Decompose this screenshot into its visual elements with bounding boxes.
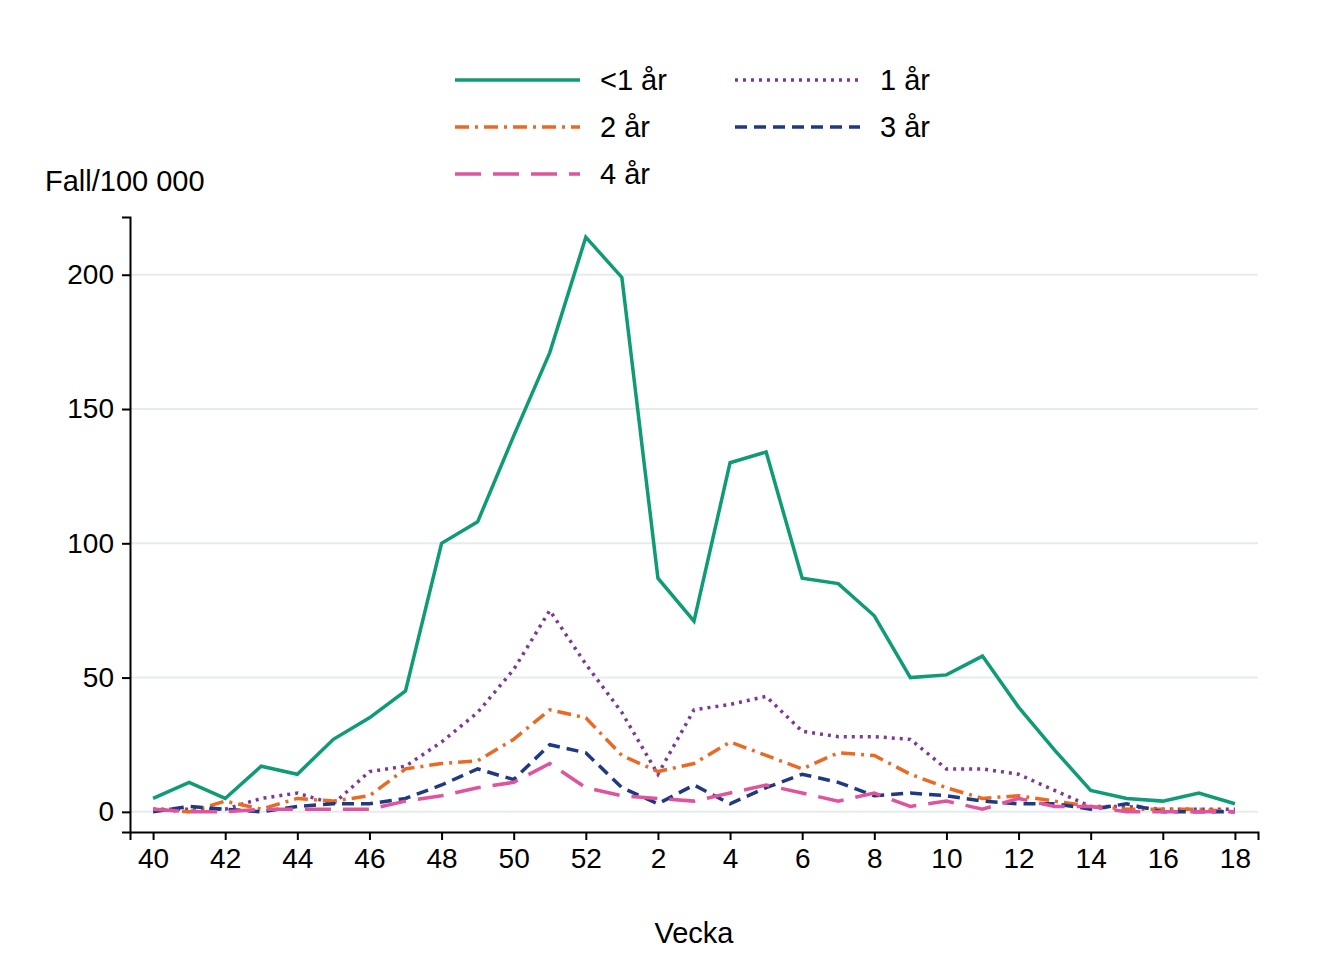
y-tick-mark: [122, 811, 130, 813]
legend-label: 1 år: [880, 64, 930, 96]
x-tick-label: 2: [651, 843, 667, 874]
grid-line: [130, 811, 1258, 813]
y-tick-mark: [122, 677, 130, 679]
x-tick-mark: [1162, 832, 1164, 840]
x-axis: 4042444648505224681012141618: [131, 832, 1259, 874]
x-tick: 4: [723, 832, 739, 874]
legend-label: 3 år: [880, 111, 930, 143]
x-tick-mark: [802, 832, 804, 840]
x-tick-mark: [513, 832, 515, 840]
x-tick: 46: [354, 832, 385, 874]
y-tick: 0: [98, 796, 130, 827]
x-tick: 10: [931, 832, 962, 874]
x-tick: 40: [138, 832, 169, 874]
y-tick-label: 50: [83, 662, 114, 693]
x-tick-mark: [153, 832, 155, 840]
legend-swatch: [735, 125, 860, 129]
x-tick-label: 16: [1148, 843, 1179, 874]
y-tick-label: 100: [67, 528, 114, 559]
y-tick-label: 0: [98, 796, 114, 827]
x-tick-mark: [874, 832, 876, 840]
series-line: [153, 764, 1235, 812]
y-tick-mark: [122, 409, 130, 411]
series-line: [153, 745, 1235, 812]
x-tick-label: 52: [571, 843, 602, 874]
x-tick-mark: [946, 832, 948, 840]
x-tick-label: 46: [354, 843, 385, 874]
y-tick-mark: [122, 274, 130, 276]
x-tick: 18: [1220, 832, 1251, 874]
y-tick-mark: [122, 543, 130, 545]
x-tick-label: 8: [867, 843, 883, 874]
y-tick: 50: [83, 662, 130, 693]
y-tick-label: 200: [67, 259, 114, 290]
series-line: [153, 610, 1235, 809]
x-tick: 8: [867, 832, 883, 874]
chart: 0501001502004042444648505224681012141618…: [0, 0, 1342, 976]
x-tick-mark: [1090, 832, 1092, 840]
x-tick-mark: [297, 832, 299, 840]
x-tick-label: 40: [138, 843, 169, 874]
legend-label: <1 år: [600, 64, 667, 96]
x-tick: 42: [210, 832, 241, 874]
x-tick: 48: [426, 832, 457, 874]
y-axis-title: Fall/100 000: [45, 165, 205, 197]
grid-line: [130, 677, 1258, 679]
legend-swatch: [455, 125, 580, 129]
x-tick-mark: [657, 832, 659, 840]
series-line: [153, 237, 1235, 804]
x-tick: 44: [282, 832, 313, 874]
x-tick-label: 18: [1220, 843, 1251, 874]
x-tick: 2: [651, 832, 667, 874]
y-axis-line: [122, 218, 131, 833]
x-tick: 52: [571, 832, 602, 874]
y-axis: 0 50 100 150 200: [67, 218, 130, 833]
x-tick: 12: [1003, 832, 1034, 874]
grid: [130, 275, 1258, 812]
x-axis-line: [131, 833, 1259, 841]
x-tick-label: 10: [931, 843, 962, 874]
grid-line: [130, 408, 1258, 410]
series-line: [153, 710, 1235, 812]
x-tick-mark: [585, 832, 587, 840]
legend-label: 2 år: [600, 111, 650, 143]
x-tick-mark: [1018, 832, 1020, 840]
x-tick: 16: [1148, 832, 1179, 874]
x-tick-label: 12: [1003, 843, 1034, 874]
x-tick: 50: [499, 832, 530, 874]
x-tick-label: 42: [210, 843, 241, 874]
x-tick: 6: [795, 832, 811, 874]
x-tick-mark: [225, 832, 227, 840]
legend-swatch: [455, 78, 580, 82]
x-tick: 14: [1076, 832, 1107, 874]
y-tick: 200: [67, 259, 130, 290]
x-tick-label: 50: [499, 843, 530, 874]
grid-line: [130, 274, 1258, 276]
legend: <1 år 1 år 2 år 3 år 4 år: [455, 64, 930, 190]
x-tick-mark: [441, 832, 443, 840]
x-tick-label: 4: [723, 843, 739, 874]
x-tick-label: 6: [795, 843, 811, 874]
legend-swatch: [735, 78, 860, 82]
y-tick-label: 150: [67, 393, 114, 424]
legend-label: 4 år: [600, 158, 650, 190]
y-tick: 150: [67, 393, 130, 424]
grid-line: [130, 542, 1258, 544]
x-tick-mark: [369, 832, 371, 840]
x-tick-label: 14: [1076, 843, 1107, 874]
legend-swatch: [455, 172, 580, 176]
x-tick-mark: [1234, 832, 1236, 840]
x-tick-label: 44: [282, 843, 313, 874]
y-tick: 100: [67, 528, 130, 559]
x-tick-mark: [730, 832, 732, 840]
x-tick-label: 48: [426, 843, 457, 874]
x-axis-title: Vecka: [655, 917, 735, 949]
plot-area: [153, 237, 1235, 812]
